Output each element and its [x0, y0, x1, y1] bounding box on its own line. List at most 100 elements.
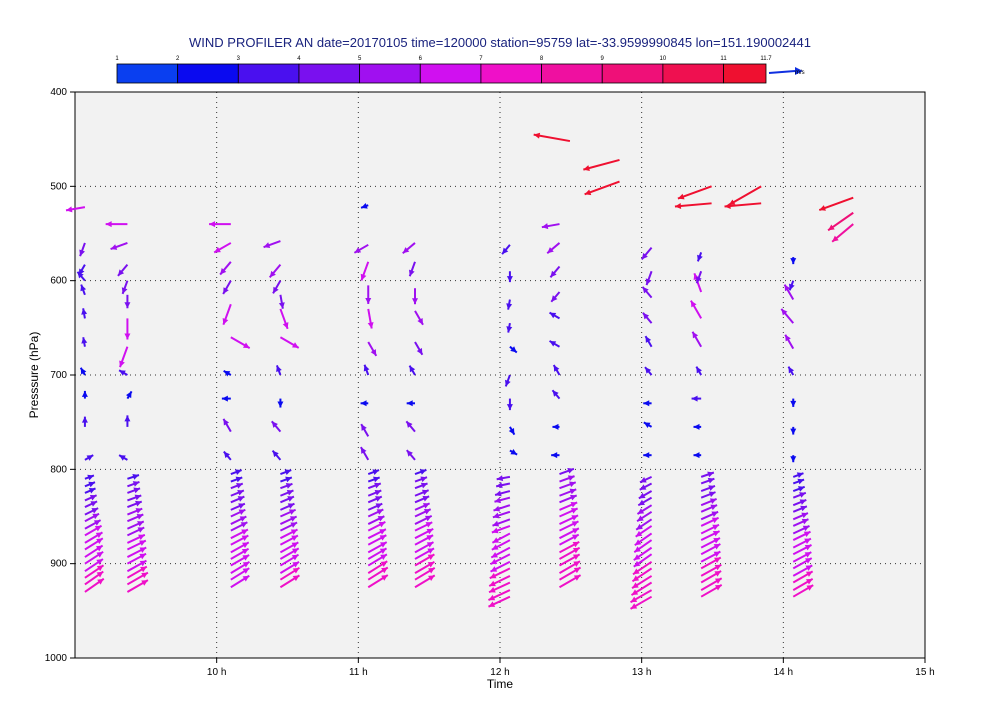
wind-arrow-c2-3-head	[242, 554, 250, 561]
wind-arrow-c8-25-head	[645, 278, 652, 286]
wind-arrow-c3-10-head	[288, 509, 296, 515]
wind-arrow-c4-14-head	[374, 482, 381, 489]
wind-arrow-upper-c8-0-head	[677, 193, 685, 200]
wind-arrow-c5-8-head	[425, 522, 433, 528]
wind-arrow-c8-24-head	[642, 286, 649, 294]
wind-arrow-c3-26-head	[263, 242, 271, 248]
wind-arrow-c9-11-head	[711, 511, 719, 517]
wind-arrow-c4-1-head	[381, 567, 388, 574]
wind-arrow-c10-20-head	[790, 400, 797, 407]
wind-arrow-c0-3-head	[96, 559, 103, 565]
wind-arrow-c7-0-head	[573, 575, 581, 581]
wind-arrow-c4-15-head	[373, 476, 380, 483]
wind-arrow-c5-17-head	[406, 450, 413, 457]
y-tick-label-6: 1000	[45, 653, 68, 664]
wind-arrow-c10-7-head	[804, 538, 811, 545]
wind-arrow-c9-6-head	[713, 544, 721, 550]
wind-arrow-c4-10-head	[376, 509, 384, 515]
wind-arrow-c1-2-head	[140, 566, 147, 573]
wind-arrow-c5-9-head	[424, 515, 432, 522]
x-tick-label-2: 12 h	[490, 667, 509, 678]
wind-arrow-c2-5-head	[242, 542, 249, 548]
wind-arrow-c1-23-head	[124, 302, 131, 309]
wind-arrow-c5-7-head	[426, 528, 434, 535]
wind-arrow-c3-12-head	[287, 496, 294, 502]
wind-arrow-c4-13-head	[374, 489, 382, 496]
wind-arrow-c3-4-head	[292, 548, 299, 554]
wind-arrow-c8-3-head	[632, 582, 639, 589]
wind-arrow-c9-21-head	[696, 366, 702, 374]
legend-label-0: 1	[115, 56, 119, 62]
wind-arrow-c1-12-head	[135, 500, 142, 507]
wind-arrow-c3-15-head	[285, 476, 292, 483]
wind-arrow-c7-21-head	[549, 340, 557, 347]
wind-arrow-c1-6-head	[139, 540, 146, 546]
wind-arrow-c8-4-head	[632, 575, 640, 582]
wind-arrow-c6-1-head	[488, 594, 496, 601]
wind-arrow-c10-10-head	[801, 518, 809, 525]
wind-arrow-c10-23-head	[781, 308, 788, 316]
wind-arrow-c2-14-head	[236, 482, 243, 489]
wind-arrow-c2-4-head	[241, 548, 249, 555]
wind-arrow-c9-17-head	[707, 471, 714, 478]
wind-arrow-c9-5-head	[713, 551, 721, 558]
wind-arrow-upper-c7-1-shaft	[583, 158, 620, 171]
wind-arrow-c4-11-head	[375, 503, 383, 509]
wind-arrow-c2-12-head	[237, 496, 245, 502]
x-axis: 10 h 11 h 12 h 13 h 14 h 15 h	[207, 658, 935, 678]
wind-arrow-c10-5-head	[804, 552, 812, 558]
wind-arrow-c2-13-head	[237, 489, 244, 496]
wind-arrow-c4-12-head	[375, 496, 382, 502]
wind-arrow-c7-17-head	[551, 452, 558, 459]
wind-arrow-c2-24-head	[220, 268, 227, 275]
wind-arrow-c4-9-head	[377, 516, 385, 522]
wind-arrow-c3-20-head	[276, 365, 282, 373]
wind-arrow-c6-0-head	[488, 601, 496, 607]
wind-arrow-c5-1-head	[428, 567, 435, 574]
wind-arrow-c7-2-head	[573, 561, 581, 567]
wind-arrow-c5-4-head	[427, 548, 435, 554]
wind-arrow-c0-11-head	[91, 508, 99, 514]
wind-arrow-c10-11-head	[801, 512, 808, 519]
legend-label-7: 8	[540, 56, 544, 62]
legend-label-11: 11.7	[760, 56, 772, 62]
legend-label-5: 6	[419, 56, 423, 62]
wind-arrow-c2-20-head	[223, 370, 231, 377]
wind-arrow-c10-8-head	[803, 531, 811, 537]
wind-arrow-c8-8-head	[634, 546, 641, 553]
wind-arrow-c5-13-head	[421, 489, 429, 496]
wind-arrow-c6-6-head	[490, 558, 498, 565]
wind-arrow-c1-14-head	[133, 487, 141, 494]
wind-arrow-upper-c9-0-head	[728, 199, 736, 206]
wind-arrow-c4-5-head	[380, 542, 387, 548]
wind-arrow-c7-16-head	[567, 468, 574, 474]
wind-arrow-c6-18-head	[510, 449, 518, 455]
wind-arrow-c2-10-head	[238, 509, 246, 515]
legend-swatch-8	[601, 63, 664, 84]
wind-arrow-c4-4-head	[379, 548, 387, 554]
wind-arrow-c8-1-head	[630, 596, 638, 603]
wind-arrow-c0-5-head	[95, 545, 103, 552]
legend-label-2: 3	[237, 56, 241, 62]
legend-swatch-9	[662, 63, 724, 84]
wind-arrow-c1-15-head	[132, 481, 140, 487]
wind-arrow-c3-24-head	[273, 286, 279, 294]
legend-swatch-2	[237, 63, 300, 84]
y-tick-label-0: 400	[50, 87, 67, 98]
x-axis-label: Time	[487, 677, 514, 691]
wind-arrow-c0-15-head	[88, 481, 96, 488]
wind-arrow-c1-8-head	[137, 527, 145, 533]
wind-arrow-c10-15-head	[798, 486, 805, 492]
wind-arrow-c4-18-head	[361, 424, 367, 431]
wind-arrow-c7-3-head	[572, 554, 580, 560]
wind-arrow-c7-11-head	[570, 501, 578, 508]
wind-arrow-c0-23-head	[80, 284, 87, 292]
wind-arrow-c3-13-head	[286, 489, 294, 496]
wind-arrow-c7-23-head	[551, 295, 558, 302]
y-tick-label-1: 500	[50, 181, 67, 192]
x-tick-label-5: 15 h	[915, 667, 934, 678]
wind-arrow-c8-18-head	[643, 452, 650, 459]
wind-arrow-c7-13-head	[569, 488, 577, 495]
wind-arrow-c6-25-head	[506, 276, 513, 283]
wind-arrow-c3-14-head	[285, 483, 293, 489]
